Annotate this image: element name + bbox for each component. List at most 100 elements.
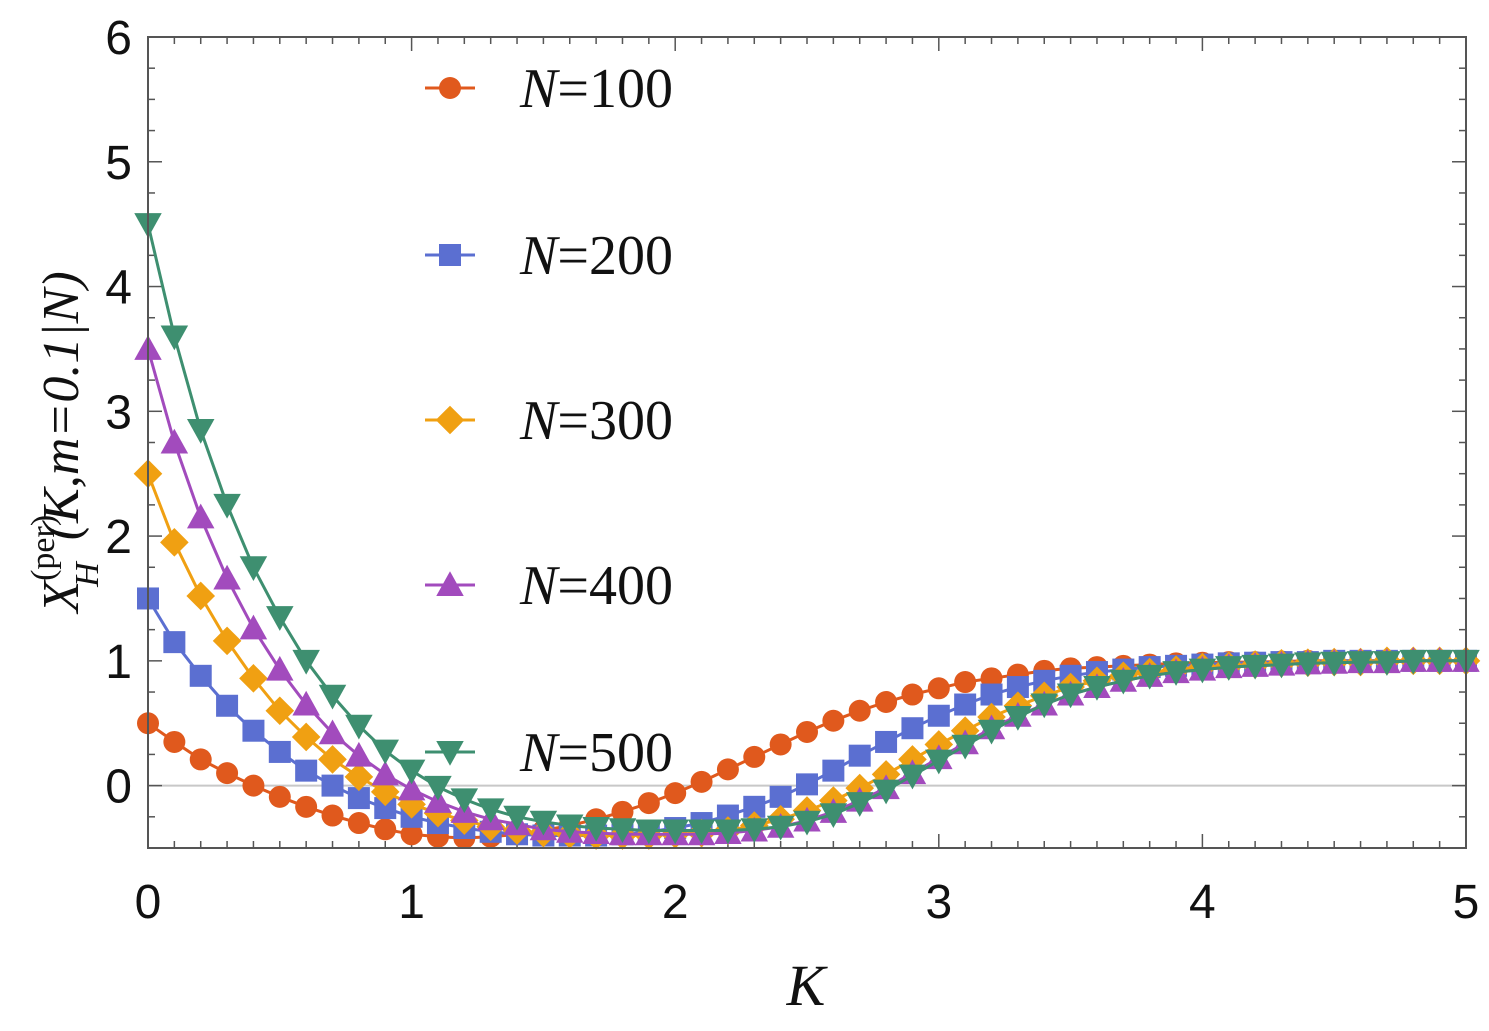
data-point <box>1030 693 1058 719</box>
legend: N=100 N=200 N=300 N=400 N=500 <box>425 58 673 784</box>
data-point <box>822 709 845 732</box>
legend-item: N=500 <box>425 722 673 784</box>
x-tick-label: 0 <box>135 876 162 929</box>
legend-label: N=100 <box>519 58 673 120</box>
data-point <box>160 428 189 454</box>
y-tick-label: 2 <box>105 511 132 564</box>
data-point <box>793 810 821 836</box>
legend-swatch-marker <box>435 405 465 435</box>
y-tick-label: 1 <box>105 636 132 689</box>
data-point <box>1346 651 1375 676</box>
data-point <box>714 819 742 845</box>
data-point <box>292 690 320 716</box>
data-point <box>766 815 795 841</box>
data-point <box>186 581 216 611</box>
data-point <box>556 814 584 840</box>
data-point <box>1162 661 1190 686</box>
data-point <box>769 733 792 756</box>
data-point <box>265 696 295 726</box>
data-point <box>266 655 294 681</box>
data-point <box>345 714 373 740</box>
data-point <box>163 730 186 753</box>
data-point <box>450 788 479 814</box>
data-point <box>344 762 374 792</box>
legend-label: N=500 <box>519 722 673 784</box>
data-point <box>951 734 979 760</box>
data-point <box>216 694 239 717</box>
svg-text:X(per)H(K,m=0.1|N): X(per) H (K,m=0.1|N) <box>25 271 106 614</box>
data-point <box>637 792 660 815</box>
data-point <box>1215 656 1243 681</box>
data-point <box>608 818 637 844</box>
data-point <box>397 759 426 785</box>
data-point <box>371 760 399 786</box>
x-axis-title: K <box>786 953 829 1018</box>
legend-label: N=400 <box>519 555 673 617</box>
y-tick-label: 4 <box>105 262 132 315</box>
data-point <box>529 810 558 836</box>
data-point <box>977 719 1006 745</box>
y-tick-label: 5 <box>105 137 132 190</box>
data-point <box>980 683 1003 706</box>
data-point <box>266 606 294 631</box>
data-point <box>268 740 291 763</box>
data-point <box>1373 651 1401 676</box>
y-axis-title-args: (K,m=0.1|N) <box>33 271 90 540</box>
data-point <box>291 722 321 752</box>
data-point <box>1006 676 1029 699</box>
legend-label: N=300 <box>519 390 673 452</box>
data-point <box>635 819 663 845</box>
data-point <box>242 774 265 797</box>
series-5 <box>134 213 1480 845</box>
data-point <box>400 823 423 846</box>
data-point <box>690 770 713 793</box>
data-point <box>875 730 898 753</box>
data-point <box>371 739 399 765</box>
tick-labels: 0 1 2 3 4 5 0 1 2 3 4 5 6 <box>105 12 1479 929</box>
data-point <box>268 785 291 808</box>
y-axis-title: X(per) H (K,m=0.1|N) <box>25 271 106 614</box>
legend-label: N=200 <box>519 225 673 287</box>
data-point <box>927 704 950 727</box>
data-point <box>1109 669 1138 695</box>
y-tick-label: 6 <box>105 12 132 65</box>
data-point <box>954 693 977 716</box>
data-point <box>848 699 871 722</box>
data-point <box>186 503 215 529</box>
data-point <box>1188 658 1217 684</box>
data-point <box>1241 654 1269 680</box>
data-point <box>819 803 848 829</box>
legend-item: N=400 <box>425 555 673 617</box>
data-point <box>1004 705 1032 731</box>
data-point <box>318 719 347 745</box>
plot-frame <box>147 36 1467 849</box>
data-point <box>424 775 452 801</box>
x-tick-label: 2 <box>662 876 689 929</box>
data-point <box>664 782 687 805</box>
data-point <box>242 719 265 742</box>
data-point <box>954 671 977 694</box>
data-point <box>374 818 397 841</box>
data-point <box>321 804 344 827</box>
data-point <box>661 819 689 845</box>
data-point <box>1425 649 1454 675</box>
data-point <box>292 649 320 675</box>
data-point <box>397 775 426 801</box>
data-point <box>239 614 268 640</box>
data-point <box>216 762 239 785</box>
data-point <box>1083 676 1111 701</box>
data-point <box>239 664 268 693</box>
data-point <box>476 798 505 824</box>
data-point <box>189 664 212 687</box>
data-point <box>687 819 716 845</box>
legend-item: N=200 <box>425 225 673 287</box>
data-point <box>848 744 871 767</box>
data-point <box>345 741 373 767</box>
data-point <box>611 800 634 823</box>
data-point <box>898 764 927 790</box>
series-layer <box>133 213 1481 850</box>
y-tick-label: 0 <box>105 761 132 814</box>
data-point <box>796 773 818 796</box>
data-point <box>321 774 344 797</box>
